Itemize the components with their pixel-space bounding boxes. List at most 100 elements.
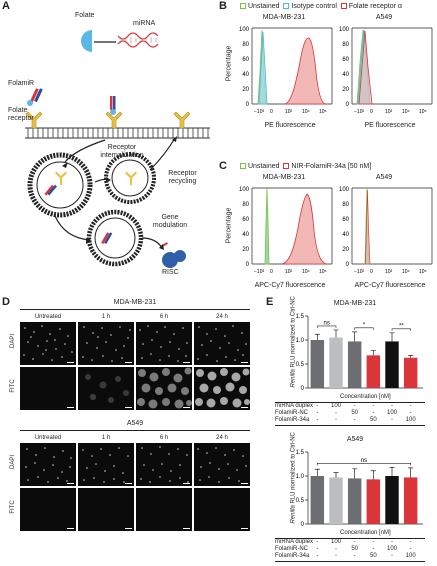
e-chart2-cell-r1-c6: -: [409, 539, 412, 545]
e-chart1-sig-3: **: [399, 323, 404, 329]
micrograph-mda-fitc-6h: [136, 367, 192, 410]
e-chart2-errorbar-6: [408, 467, 414, 478]
c-a549-ytick-100: 100: [339, 187, 350, 193]
e-chart1-errorbar-4: [370, 350, 376, 356]
b-a549-folate-receptor-curve: [358, 30, 373, 105]
c-legend-nir: NIR-FolamiR-34a [50 nM]: [291, 163, 372, 170]
b-mda-isotype-curve: [258, 31, 268, 105]
e-chart2-cell-r1-c3: -: [353, 539, 356, 545]
d-grid2-col-untreated: Untreated: [34, 435, 62, 441]
folate-receptor-line1: Folate: [8, 107, 28, 114]
c-a549-xtick-1e3: 10³: [385, 269, 393, 275]
b-mda-ytick-0: 0: [246, 102, 250, 108]
b-a549-xtick-0: 0: [370, 109, 373, 115]
d-grid1-title: MDA-MB-231: [113, 299, 157, 306]
e-chart1-bar-1: [310, 340, 325, 388]
e-chart2-cell-r1-c1: -: [316, 539, 319, 545]
e-chart2-errorbar-4: [370, 470, 376, 480]
receptor-internalization-label: Receptor internalization: [92, 144, 152, 160]
e-chart2-cell-r2-c2: -: [335, 546, 337, 552]
micrograph-mda-dapi-1h: [78, 322, 134, 365]
e-chart2-errorbar-5: [389, 467, 395, 476]
legend-isotype: Isotype control: [291, 3, 337, 10]
micrograph-mda-fitc-untreated: [20, 367, 76, 410]
e-chart2-errorbar-1: [314, 468, 320, 476]
e-chart1-bar-6: [403, 357, 418, 388]
panel-b-legend: Unstained Isotype control Folate recepto…: [240, 3, 402, 10]
e-chart1-cell-r2-c2: -: [335, 410, 337, 416]
c-mda-xtick-1e5: 10⁵: [319, 269, 327, 275]
e-chart2-cell-r3-c5: -: [391, 553, 393, 559]
d-grid2-title: A549: [126, 420, 144, 427]
b-mda-xtick-1e5: 10⁵: [319, 109, 327, 115]
e-chart1-cell-r2-c4: -: [372, 410, 375, 416]
c-mda-ytick-60: 60: [242, 217, 249, 223]
e-chart1-errorbar-2: [333, 329, 339, 338]
e-chart1-cell-r3-c5: -: [391, 417, 393, 423]
e-chart1-cell-r2-c3: 50: [351, 410, 358, 416]
c-xlabel-mda: APC-Cy7 fluorescence: [254, 282, 326, 289]
panel-a-schematic: [0, 0, 215, 280]
b-xlabel-a549: PE fluorescence: [364, 122, 416, 129]
e-chart1-cell-r3-c2: -: [335, 417, 337, 423]
b-title-a549: A549: [375, 14, 393, 21]
e-chart1-cell-r3-c3: -: [353, 417, 356, 423]
receptor-recycling-label: Receptor recycling: [160, 170, 205, 186]
e-chart1-cell-r1-c3: -: [353, 403, 356, 409]
b-mda-ytick-60: 60: [242, 57, 249, 63]
e-chart1-sig-1: ns: [323, 320, 329, 326]
b-mda-folate-receptor-curve: [284, 37, 326, 105]
b-a549-xtick-neg: −10³: [354, 109, 364, 115]
d-grid1-row-fitc: FITC: [10, 379, 16, 393]
e-chart1-row-label-nc: FolamiR-NC: [275, 410, 308, 416]
legend-swatch-isotype: [283, 3, 290, 10]
d-grid1-col-24h: 24 h: [216, 314, 228, 320]
c-mda-ytick-40: 40: [242, 232, 249, 238]
micrograph-a549-dapi-untreated: [20, 443, 76, 486]
folate-receptor-line2: receptor: [8, 115, 34, 122]
gene-line1: Gene: [161, 214, 179, 221]
b-title-mda: MDA-MB-231: [262, 14, 306, 21]
e-chart2-cell-r3-c6: 100: [405, 553, 416, 559]
panel-c-legend: Unstained NIR-FolamiR-34a [50 nM]: [240, 163, 371, 170]
c-histogram-mda: 0 20 40 60 80 100 −10³ 0 10³ 10⁴ 10⁵: [239, 187, 333, 275]
gene-modulation-label: Gene modulation: [145, 214, 195, 230]
c-mda-xtick-0: 0: [270, 269, 273, 275]
b-histogram-mda: 0 20 40 60 80 100 −10³ 0 10³ 10⁴ 10⁵: [239, 27, 333, 115]
c-mda-ytick-20: 20: [242, 247, 249, 253]
e-chart2-bar-5: [385, 476, 399, 524]
micrograph-a549-dapi-1h: [78, 443, 134, 486]
d-grid2-rule: [20, 430, 250, 431]
e-chart1-row-label-34a: FolamiR-34a: [275, 417, 310, 423]
b-mda-xtick-1e4: 10⁴: [302, 109, 310, 115]
e-chart1-ytick-0-5: 0.5: [296, 362, 305, 368]
gene-line2: modulation: [152, 222, 188, 229]
b-a549-ytick-100: 100: [339, 27, 350, 33]
b-a549-xtick-1e4: 10⁴: [402, 109, 410, 115]
e-chart2-cell-r1-c5: -: [391, 539, 393, 545]
e-chart2-cell-r2-c5: 100: [386, 546, 397, 552]
panel-d-label: D: [2, 296, 10, 308]
c-a549-nir-curve: [365, 189, 371, 265]
e-chart2-bracket-1: [317, 463, 411, 466]
recycling-line2: recycling: [168, 178, 197, 185]
e-chart1-bracket-2: [354, 327, 374, 330]
c-a549-xtick-1e5: 10⁵: [419, 269, 427, 275]
e-chart1-cell-r1-c4: -: [372, 403, 375, 409]
e-chart2-bar-6: [403, 477, 418, 524]
e-chart2-cell-r1-c2: 100: [330, 539, 341, 545]
e-chart2-errorbar-2: [333, 472, 339, 478]
c-a549-xtick-neg: −10³: [354, 269, 364, 275]
e-chart1-ytick-1-0: 1.0: [296, 338, 305, 344]
c-mda-ytick-0: 0: [246, 262, 250, 268]
e-chart2-cell-r1-c4: -: [372, 539, 375, 545]
e-chart1-table-rule-bottom: [275, 425, 425, 426]
d-grid2-row-fitc: FITC: [10, 500, 16, 514]
e-chart2-cell-r3-c3: -: [353, 553, 356, 559]
e-chart2-cell-r2-c3: 50: [351, 546, 358, 552]
e-chart2-cell-r2-c4: -: [372, 546, 375, 552]
e-chart2-cell-r3-c2: -: [335, 553, 337, 559]
c-a549-xtick-0: 0: [370, 269, 373, 275]
e-chart2-cell-r3-c1: -: [316, 553, 319, 559]
legend-swatch-unstained: [240, 3, 246, 10]
